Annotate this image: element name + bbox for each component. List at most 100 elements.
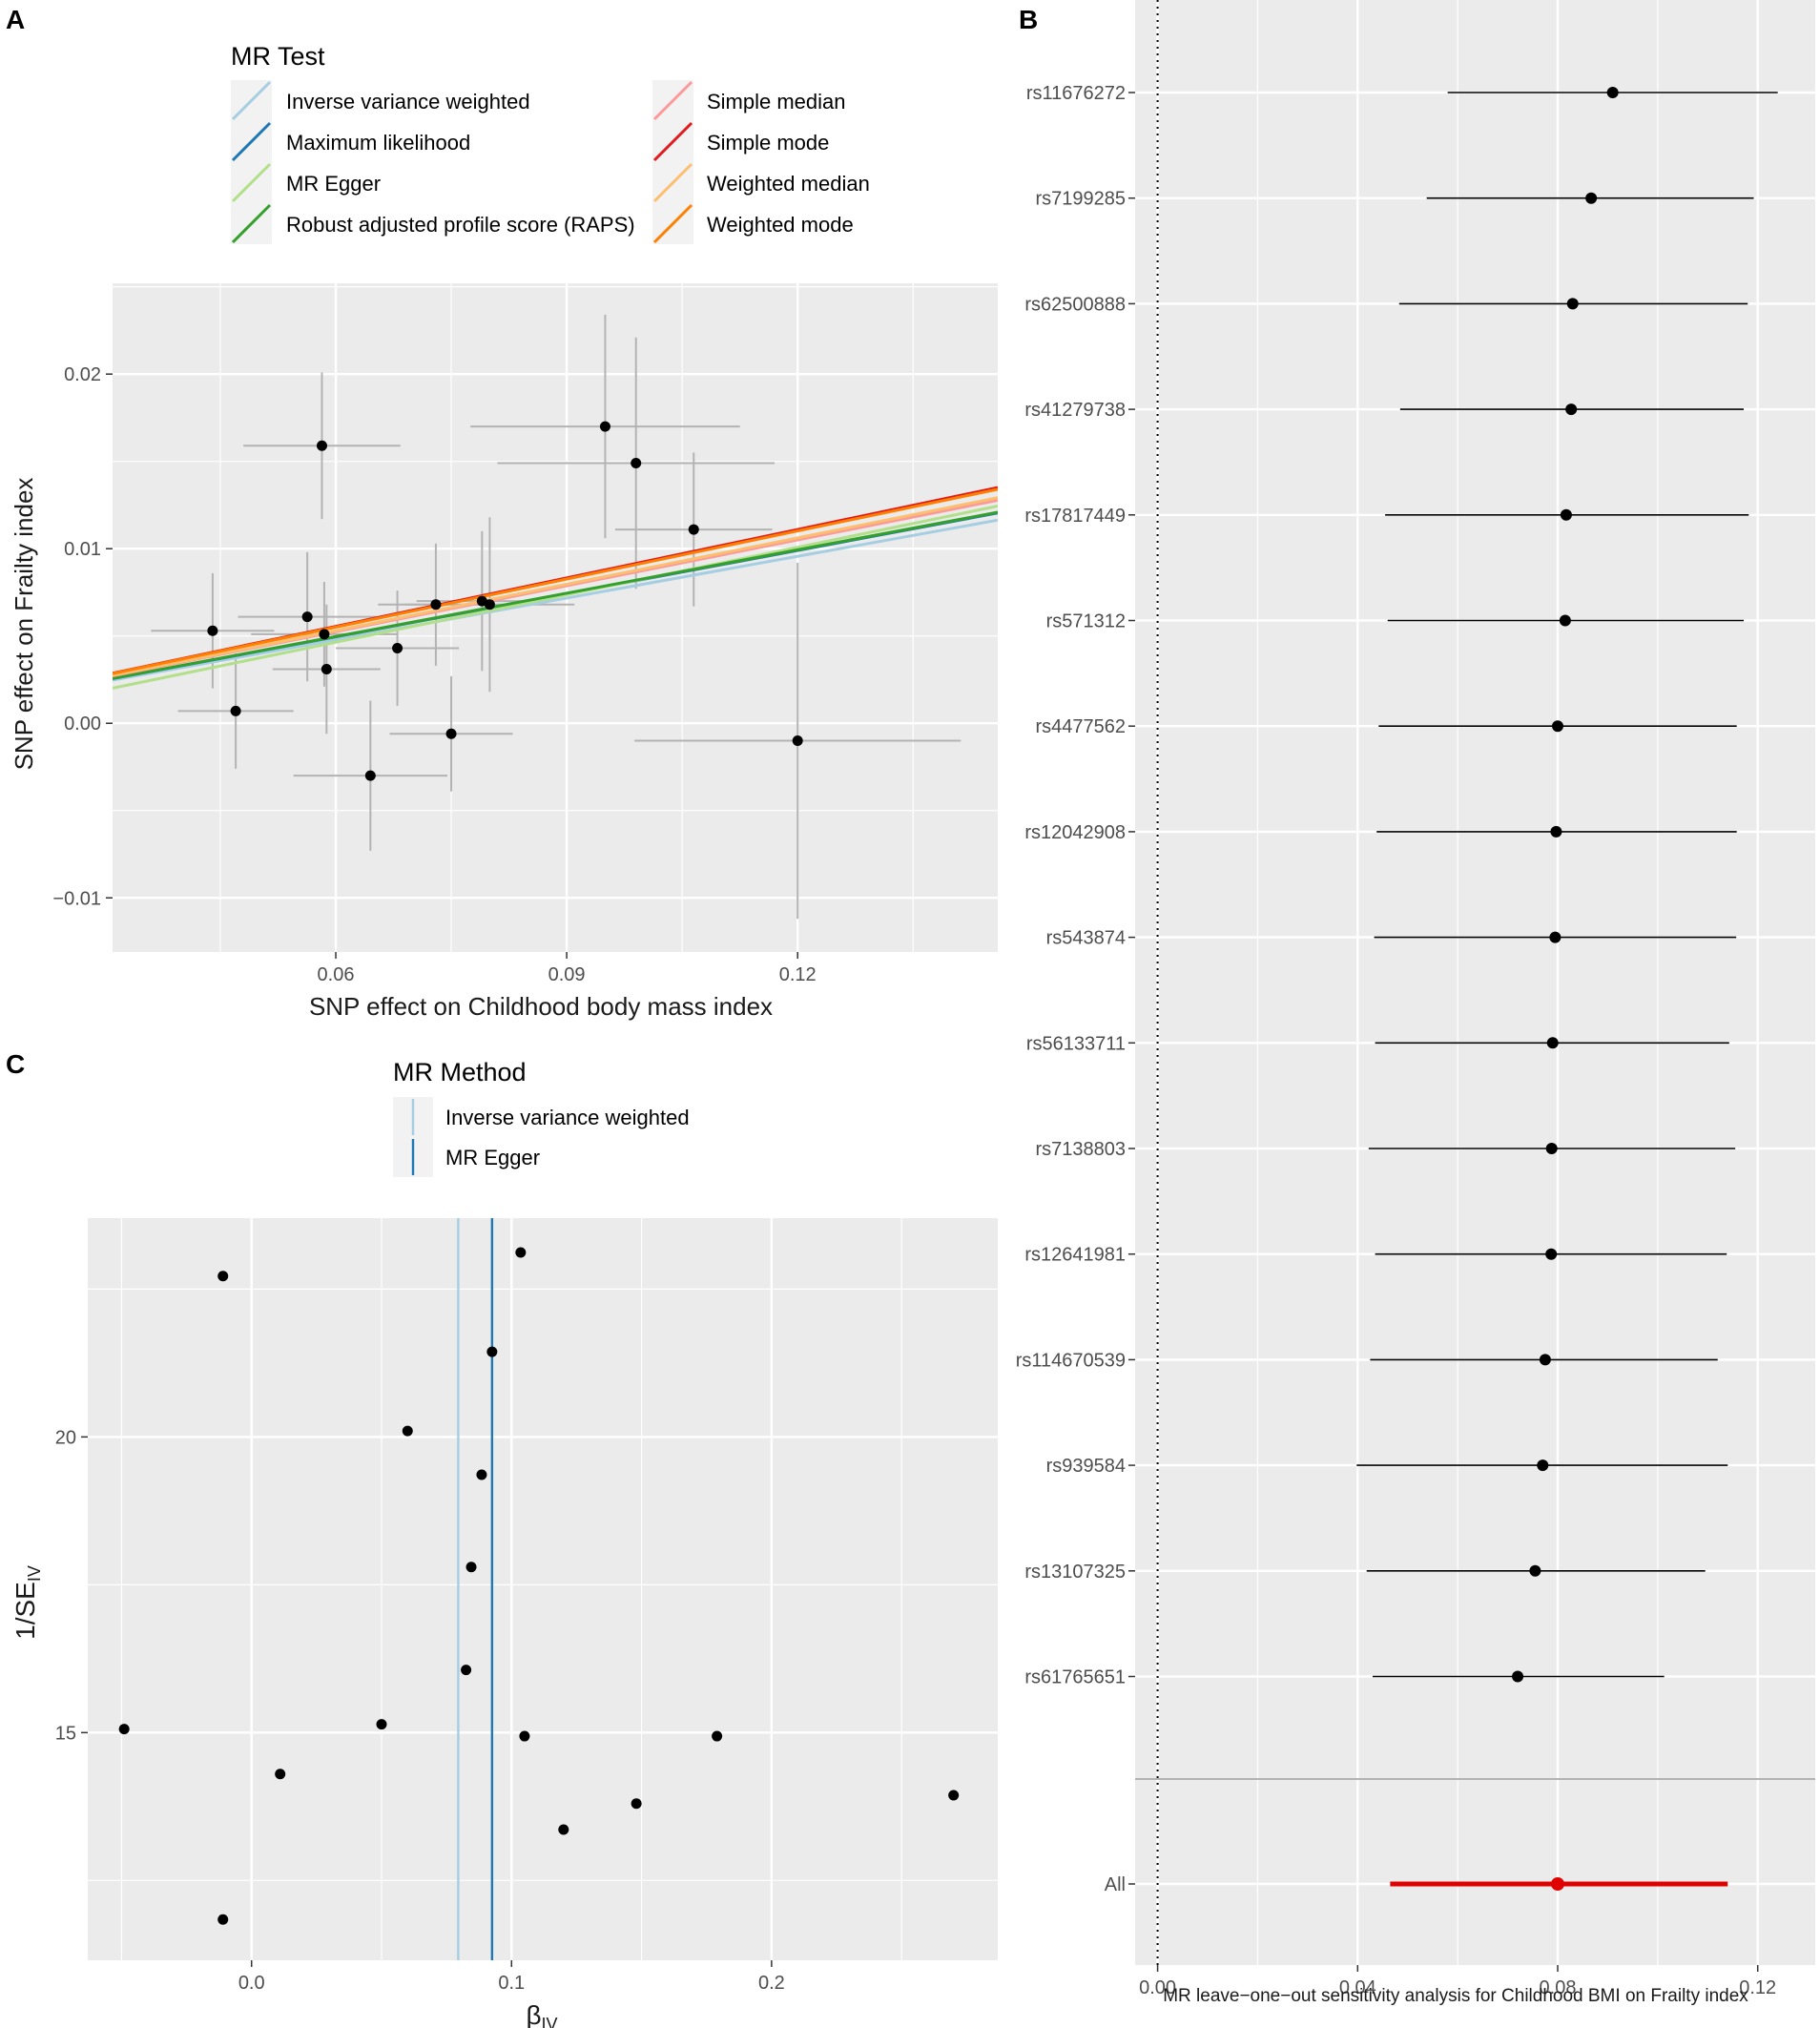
snp-label: rs4477562 (1035, 716, 1126, 737)
panel-background-c (88, 1218, 998, 1960)
data-point (376, 1719, 387, 1730)
data-point (319, 629, 330, 640)
point-estimate (1606, 87, 1619, 98)
x-tick-label: 0.2 (758, 1973, 785, 1994)
data-point (948, 1790, 960, 1801)
snp-label: rs62500888 (1024, 294, 1126, 315)
y-tick-label: 15 (55, 1723, 76, 1744)
data-point (364, 770, 376, 781)
snp-label: rs56133711 (1026, 1033, 1126, 1054)
snp-label: rs114670539 (1016, 1350, 1126, 1371)
x-tick-label: 0.0 (238, 1973, 265, 1994)
legend-entry-label: Robust adjusted profile score (RAPS) (286, 213, 635, 237)
x-tick-label: 0.12 (1739, 1977, 1776, 1998)
panel-label-c: C (6, 1049, 25, 1079)
legend-a: MR Test Inverse variance weighted Maximum… (231, 42, 870, 244)
x-axis-title-a: SNP effect on Childhood body mass index (309, 992, 773, 1021)
data-point (316, 440, 327, 451)
legend-c-entries: Inverse variance weighted MR Egger (393, 1097, 690, 1177)
point-estimate (1559, 614, 1571, 627)
overall-point-estimate (1551, 1877, 1565, 1891)
data-point (712, 1730, 723, 1742)
legend-entry-label: Inverse variance weighted (286, 90, 530, 114)
point-estimate (1537, 1459, 1549, 1472)
regression-line (113, 487, 998, 675)
legend-key-line (652, 203, 693, 244)
snp-label: rs41279738 (1024, 400, 1126, 421)
x-axis-title-c: βIV (526, 2000, 557, 2028)
y-axis-title-a: SNP effect on Frailty index (10, 478, 38, 771)
point-estimate (1545, 1248, 1558, 1260)
legend-key-line (231, 162, 272, 203)
panel-a: MR Test Inverse variance weighted Maximum… (10, 42, 998, 1021)
y-tick-label: 0.00 (64, 714, 101, 735)
data-point (558, 1824, 569, 1835)
data-point (688, 524, 699, 535)
y-tick-label: 0.01 (64, 539, 101, 560)
x-axis-title-c-sub: IV (542, 2015, 558, 2028)
overall-label: All (1105, 1874, 1126, 1895)
data-point (275, 1769, 286, 1780)
snp-label: rs7138803 (1035, 1139, 1126, 1160)
point-estimate (1546, 1037, 1559, 1049)
snp-label: rs12641981 (1024, 1245, 1126, 1266)
x-axis-title-c-main: β (526, 2000, 541, 2028)
legend-key-line (231, 121, 272, 162)
y-axis-title-c-main: 1/SE (10, 1582, 40, 1640)
regression-line (113, 518, 998, 682)
x-tick-label: 0.1 (498, 1973, 525, 1994)
data-point (631, 1798, 642, 1810)
snp-label: rs12042908 (1024, 822, 1126, 843)
legend-c: MR Method Inverse variance weighted MR Eg… (393, 1058, 690, 1177)
point-estimate (1585, 192, 1598, 204)
regression-line (113, 496, 998, 677)
x-tick-label: 0.04 (1339, 1977, 1376, 1998)
x-tick-label: 0.12 (779, 964, 817, 985)
legend-entry-label: MR Egger (445, 1146, 540, 1169)
point-estimate (1549, 931, 1561, 943)
data-point (207, 625, 218, 636)
legend-entry-label: Weighted mode (707, 213, 854, 237)
regression-line (113, 505, 998, 690)
legend-entry-label: MR Egger (286, 172, 381, 196)
data-point (402, 1425, 413, 1437)
point-estimate (1539, 1354, 1551, 1366)
legend-key-line (231, 203, 272, 244)
point-estimate (1560, 508, 1572, 521)
point-estimate (1512, 1670, 1524, 1683)
y-axis-title-c-sub: IV (25, 1565, 44, 1582)
data-point (461, 1665, 472, 1676)
data-point (301, 611, 313, 623)
point-estimate (1529, 1564, 1541, 1577)
legend-entry-label: Inverse variance weighted (445, 1106, 690, 1129)
legend-key-line (652, 162, 693, 203)
snp-label: rs543874 (1046, 928, 1126, 949)
data-point (321, 663, 332, 674)
data-point (217, 1914, 229, 1925)
point-estimate (1565, 404, 1578, 416)
x-tick-label: 0.08 (1540, 1977, 1577, 1998)
plot-area-c: 0.0 0.1 0.2 15 20 (55, 1218, 998, 1994)
panel-label-b: B (1019, 5, 1038, 34)
y-tick-label: −0.01 (52, 888, 101, 909)
plot-area-b: 0.00 0.04 0.08 0.12 rs11676272 rs7199285 rs625… (1016, 0, 1815, 1998)
data-point (484, 599, 495, 610)
data-point (217, 1271, 229, 1282)
data-point (486, 1346, 498, 1357)
x-tick-label: 0.06 (318, 964, 355, 985)
snp-label: rs571312 (1046, 611, 1126, 632)
data-point (430, 599, 442, 610)
point-estimate (1566, 298, 1579, 310)
panel-background-b (1135, 0, 1815, 1965)
legend-key-line (652, 121, 693, 162)
x-tick-label: 0.09 (548, 964, 586, 985)
point-estimate (1545, 1143, 1558, 1154)
snp-label: rs7199285 (1035, 189, 1126, 210)
snp-label: rs11676272 (1026, 83, 1126, 104)
panel-label-a: A (6, 5, 25, 34)
legend-a-title: MR Test (231, 42, 325, 71)
snp-label: rs13107325 (1024, 1562, 1126, 1583)
data-point (519, 1730, 530, 1742)
data-point (392, 643, 403, 654)
x-tick-label: 0.00 (1139, 1977, 1176, 1998)
